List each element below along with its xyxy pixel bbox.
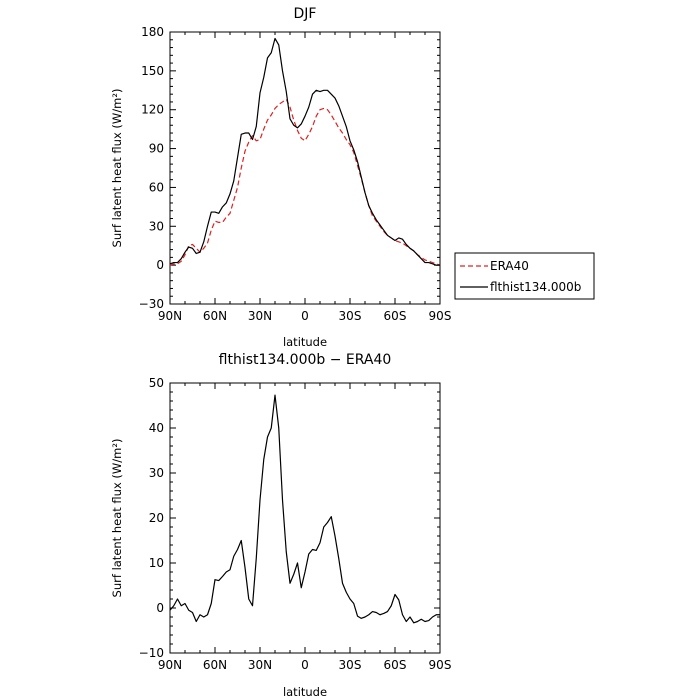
y-tick-label: 20 xyxy=(149,511,164,525)
plot-frame xyxy=(169,31,441,305)
x-axis-label: latitude xyxy=(283,685,327,699)
series-line-difference xyxy=(169,394,440,624)
x-tick-label: 60S xyxy=(384,309,407,323)
y-tick-label: 60 xyxy=(149,180,164,194)
y-tick-label: 0 xyxy=(156,601,164,615)
y-tick-label: 50 xyxy=(149,376,164,390)
x-tick-label: 90S xyxy=(429,658,452,672)
y-tick-label: 0 xyxy=(156,258,164,272)
x-tick-label: 30N xyxy=(248,658,272,672)
panel-djf: DJF 90N 60N 30N 0 30S 60S 90S −30 0 30 60 90 120 150 1… xyxy=(110,6,451,349)
plot-frame xyxy=(169,382,441,654)
y-axis-label: Surf latent heat flux (W/m²) xyxy=(110,439,124,598)
x-tick-label: 30N xyxy=(248,309,272,323)
y-tick-label: 40 xyxy=(149,421,164,435)
x-tick-label: 60N xyxy=(203,658,227,672)
series-line-flthist134-000b xyxy=(169,37,440,266)
series-line-era40 xyxy=(169,98,441,266)
y-tick-label: −10 xyxy=(139,646,164,660)
chart-title: flthist134.000b − ERA40 xyxy=(219,352,392,368)
tick-labels: 90N 60N 30N 0 30S 60S 90S −10 0 10 20 30 40 50 xyxy=(139,376,452,672)
x-tick-label: 0 xyxy=(301,658,309,672)
x-tick-label: 60N xyxy=(203,309,227,323)
y-tick-label: 90 xyxy=(149,142,164,156)
x-tick-label: 30S xyxy=(339,658,362,672)
y-tick-label: 150 xyxy=(141,64,164,78)
legend: ERA40 flthist134.000b xyxy=(454,252,595,300)
series-layer xyxy=(169,394,440,624)
y-tick-label: 30 xyxy=(149,466,164,480)
y-tick-label: 30 xyxy=(149,219,164,233)
y-tick-label: 180 xyxy=(141,25,164,39)
y-tick-label: 120 xyxy=(141,103,164,117)
x-axis-label: latitude xyxy=(283,335,327,349)
x-tick-label: 90N xyxy=(158,658,182,672)
chart-title: DJF xyxy=(294,6,317,22)
y-axis-label: Surf latent heat flux (W/m²) xyxy=(110,89,124,248)
x-tick-label: 90S xyxy=(429,309,452,323)
x-tick-label: 90N xyxy=(158,309,182,323)
panel-difference: flthist134.000b − ERA40 90N 60N 30N 0 30S 60S… xyxy=(110,352,451,699)
x-tick-label: 60S xyxy=(384,658,407,672)
series-layer xyxy=(169,37,441,266)
legend-label-flthist: flthist134.000b xyxy=(490,280,581,294)
legend-label-era40: ERA40 xyxy=(490,259,529,273)
tick-marks xyxy=(169,31,441,305)
legend-box xyxy=(454,252,595,300)
y-tick-label: 10 xyxy=(149,556,164,570)
x-tick-label: 30S xyxy=(339,309,362,323)
y-tick-label: −30 xyxy=(139,297,164,311)
x-tick-label: 0 xyxy=(301,309,309,323)
tick-labels: 90N 60N 30N 0 30S 60S 90S −30 0 30 60 90 120 150 180 xyxy=(139,25,452,323)
tick-marks xyxy=(169,382,441,654)
